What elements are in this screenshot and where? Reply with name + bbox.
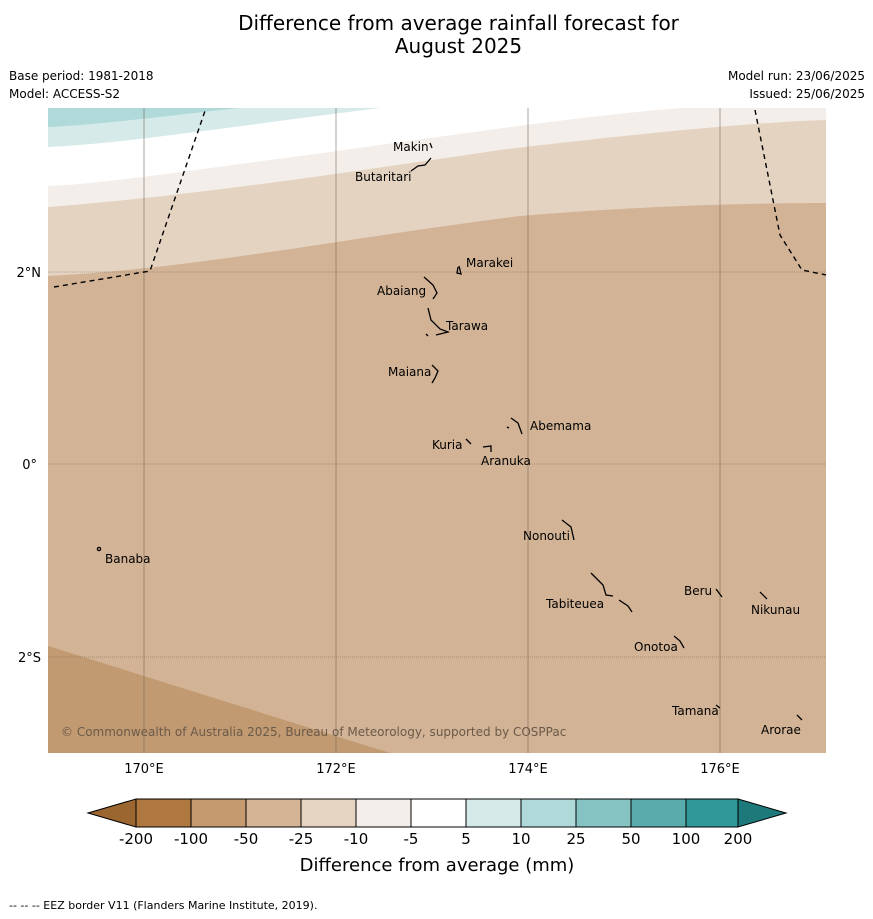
- colorbar-label: 25: [566, 830, 585, 848]
- label-nonouti: Nonouti: [523, 529, 570, 543]
- colorbar-label: 200: [724, 830, 753, 848]
- colorbar-swatch-9: [576, 799, 631, 827]
- colorbar-label: -200: [119, 830, 153, 848]
- colorbar-extend-low: [88, 799, 136, 827]
- colorbar-swatch-3: [246, 799, 301, 827]
- colorbar: -200 -100 -50 -25 -10 -5 5 10 25 50 100 …: [88, 799, 786, 876]
- colorbar-label: 100: [672, 830, 701, 848]
- colorbar-swatch-5: [356, 799, 411, 827]
- label-nikunau: Nikunau: [751, 603, 800, 617]
- lat-label-2s: 2°S: [18, 651, 41, 666]
- lon-label-172e: 172°E: [316, 762, 356, 777]
- colorbar-swatch-4: [301, 799, 356, 827]
- label-tarawa: Tarawa: [445, 319, 488, 333]
- colorbar-swatch-6: [411, 799, 466, 827]
- colorbar-swatch-8: [521, 799, 576, 827]
- label-banaba: Banaba: [105, 552, 151, 566]
- colorbar-swatch-2: [191, 799, 246, 827]
- latitude-labels: 2°N 0° 2°S: [17, 266, 42, 666]
- lon-label-176e: 176°E: [700, 762, 740, 777]
- label-abemama: Abemama: [530, 419, 591, 433]
- label-maiana: Maiana: [388, 365, 431, 379]
- colorbar-label: -10: [344, 830, 369, 848]
- longitude-labels: 170°E 172°E 174°E 176°E: [124, 762, 740, 777]
- label-onotoa: Onotoa: [634, 640, 678, 654]
- copyright-notice: © Commonwealth of Australia 2025, Bureau…: [61, 725, 566, 739]
- colorbar-extend-high: [738, 799, 786, 827]
- lat-label-2n: 2°N: [17, 266, 42, 281]
- colorbar-label: -5: [404, 830, 419, 848]
- colorbar-swatch-11: [686, 799, 738, 827]
- colorbar-label: 5: [461, 830, 471, 848]
- colorbar-swatch-7: [466, 799, 521, 827]
- label-kuria: Kuria: [432, 438, 463, 452]
- colorbar-label: -25: [289, 830, 314, 848]
- label-tamana: Tamana: [671, 704, 719, 718]
- lon-label-170e: 170°E: [124, 762, 164, 777]
- lat-label-0: 0°: [22, 458, 37, 473]
- label-arorae: Arorae: [761, 723, 801, 737]
- colorbar-label: -100: [174, 830, 208, 848]
- colorbar-label: 10: [511, 830, 530, 848]
- label-makin: Makin: [393, 140, 429, 154]
- colorbar-label: 50: [621, 830, 640, 848]
- map-area: Makin Butaritari Marakei Abaiang Tarawa …: [48, 108, 826, 753]
- label-tabiteuea: Tabiteuea: [545, 597, 604, 611]
- label-abaiang: Abaiang: [377, 284, 426, 298]
- colorbar-swatch-1: [136, 799, 191, 827]
- colorbar-label: -50: [234, 830, 259, 848]
- eez-legend-note: -- -- -- EEZ border V11 (Flanders Marine…: [9, 899, 317, 912]
- label-aranuka: Aranuka: [481, 454, 531, 468]
- label-marakei: Marakei: [466, 256, 513, 270]
- colorbar-tick-labels: -200 -100 -50 -25 -10 -5 5 10 25 50 100 …: [119, 830, 752, 848]
- lon-label-174e: 174°E: [508, 762, 548, 777]
- colorbar-title: Difference from average (mm): [300, 855, 575, 876]
- colorbar-swatch-10: [631, 799, 686, 827]
- label-butaritari: Butaritari: [355, 170, 412, 184]
- label-beru: Beru: [684, 584, 712, 598]
